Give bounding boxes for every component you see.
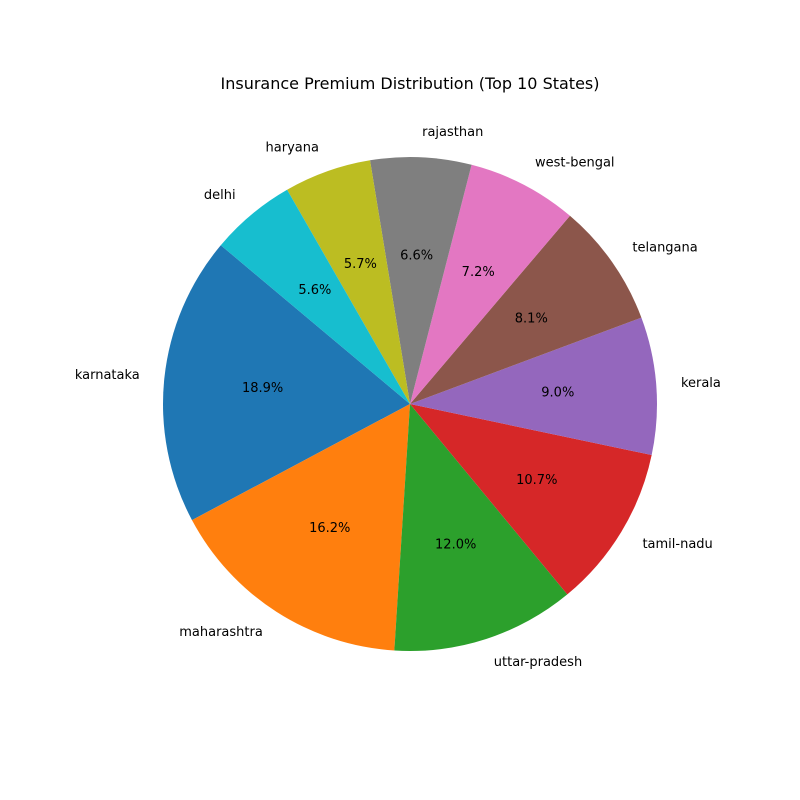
pie-slice-rajasthan bbox=[369, 157, 472, 404]
pie-slice-maharashtra bbox=[191, 404, 410, 651]
pie-slice-kerala bbox=[410, 317, 657, 456]
slice-label-west-bengal: west-bengal bbox=[535, 155, 615, 170]
percent-labels: 18.9% 16.2% 12.0% 10.7% 9.0% 8.1% 7.2% 6.6% 5.7%… bbox=[242, 248, 574, 552]
percent-label-west-bengal: 7.2% bbox=[462, 265, 495, 280]
percent-label-haryana: 5.7% bbox=[344, 257, 377, 272]
percent-label-karnataka: 18.9% bbox=[242, 381, 283, 396]
percent-label-maharashtra: 16.2% bbox=[309, 521, 350, 536]
pie-slice-karnataka bbox=[162, 245, 410, 521]
pie-slice-telangana bbox=[410, 215, 642, 404]
percent-label-tamil-nadu: 10.7% bbox=[516, 473, 557, 488]
slice-label-karnataka: karnataka bbox=[75, 368, 140, 383]
pie-slice-uttar-pradesh bbox=[394, 404, 568, 651]
slice-label-maharashtra: maharashtra bbox=[179, 625, 263, 640]
pie-slice-haryana bbox=[287, 160, 410, 404]
pie-slices bbox=[162, 157, 657, 651]
slice-labels: karnataka maharashtra uttar-pradesh tamil-n… bbox=[75, 125, 721, 670]
percent-label-telangana: 8.1% bbox=[515, 311, 548, 326]
percent-label-delhi: 5.6% bbox=[298, 283, 331, 298]
slice-label-delhi: delhi bbox=[204, 188, 236, 203]
chart-title: Insurance Premium Distribution (Top 10 S… bbox=[221, 74, 600, 93]
slice-label-telangana: telangana bbox=[632, 240, 697, 255]
percent-label-uttar-pradesh: 12.0% bbox=[435, 537, 476, 552]
percent-label-kerala: 9.0% bbox=[541, 385, 574, 400]
pie-slice-west-bengal bbox=[410, 164, 570, 404]
percent-label-rajasthan: 6.6% bbox=[400, 248, 433, 263]
slice-label-haryana: haryana bbox=[266, 141, 319, 156]
slice-label-uttar-pradesh: uttar-pradesh bbox=[494, 655, 582, 670]
pie-slice-delhi bbox=[220, 189, 410, 404]
slice-label-rajasthan: rajasthan bbox=[422, 125, 483, 140]
slice-label-kerala: kerala bbox=[681, 376, 721, 391]
pie-slice-tamil-nadu bbox=[410, 404, 652, 595]
slice-label-tamil-nadu: tamil-nadu bbox=[642, 537, 712, 552]
